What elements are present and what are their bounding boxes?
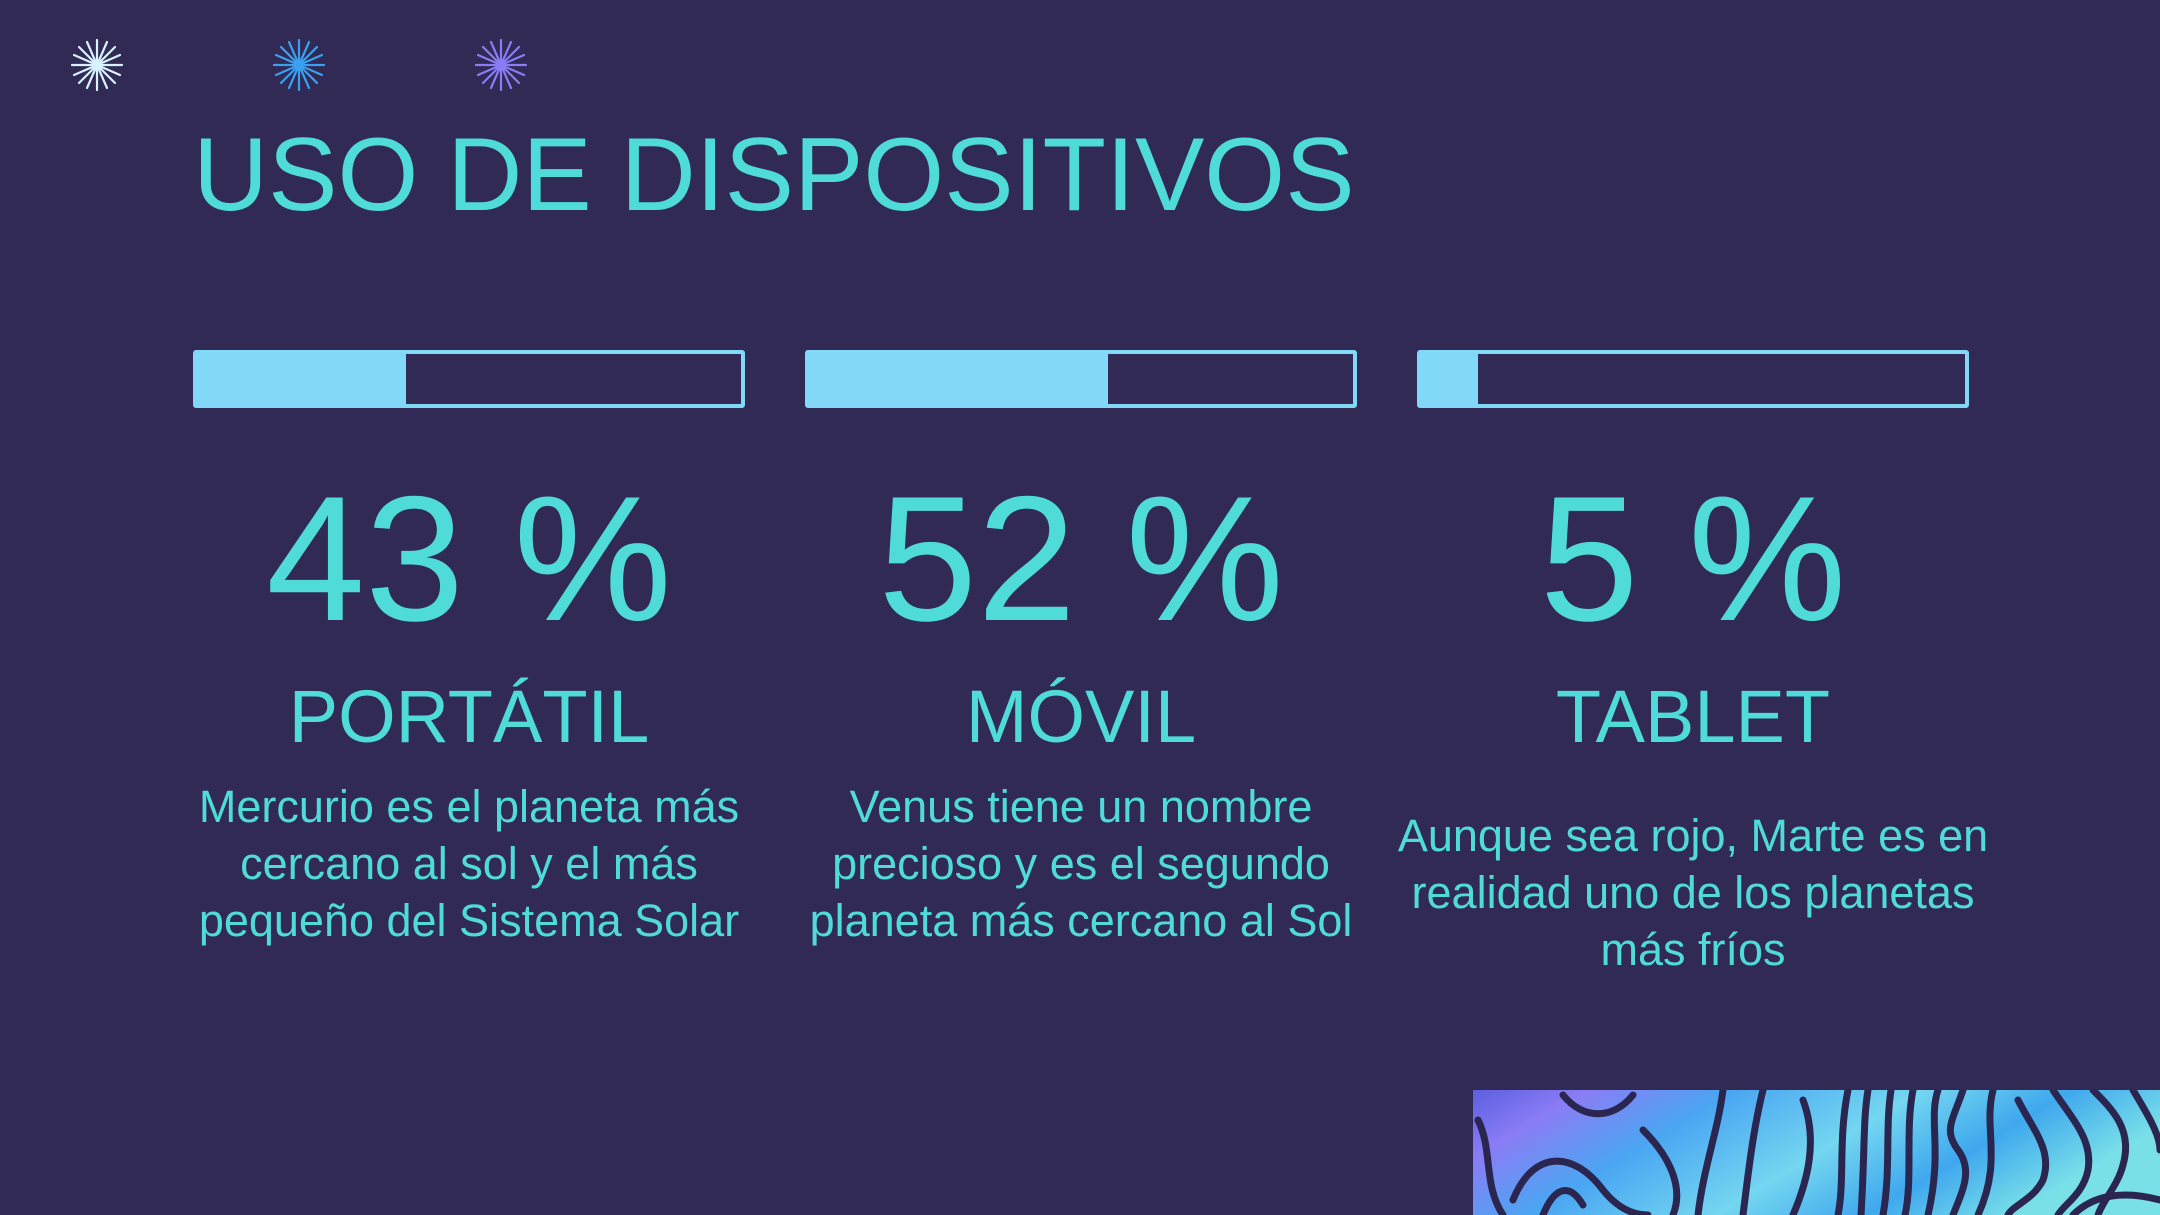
progress-bar-fill [1421, 354, 1479, 404]
sparkle-icon [70, 38, 124, 92]
progress-bar-fill [197, 354, 407, 404]
progress-bar-fill [809, 354, 1109, 404]
progress-bar [193, 350, 745, 408]
stat-description: Venus tiene un nombre precioso y es el s… [809, 781, 1353, 946]
stat-percent: 5 % [1539, 459, 1847, 658]
stat-percent: 52 % [878, 459, 1284, 658]
stat-percent: 43 % [266, 459, 672, 658]
sparkle-icon [272, 38, 326, 92]
progress-bar [805, 350, 1357, 408]
stat-device-label: PORTÁTIL [288, 675, 650, 758]
stat-column-movil: 52 % MÓVIL Venus tiene un nombre precios… [805, 350, 1357, 946]
stat-column-tablet: 5 % TABLET Aunque sea rojo, Marte es en … [1398, 350, 1988, 975]
slide-title: USO DE DISPOSITIVOS [193, 117, 1355, 233]
sparkle-icon [474, 38, 528, 92]
decorative-gradient-pattern [1473, 1090, 2160, 1215]
stat-device-label: TABLET [1555, 675, 1831, 758]
stat-description: Mercurio es el planeta más cercano al so… [198, 781, 740, 946]
progress-bar [1417, 350, 1969, 408]
sparkle-decoration-row [70, 38, 530, 93]
stat-description: Aunque sea rojo, Marte es en realidad un… [1397, 810, 1989, 975]
stat-column-portatil: 43 % PORTÁTIL Mercurio es el planeta más… [193, 350, 745, 946]
stat-device-label: MÓVIL [965, 675, 1197, 758]
